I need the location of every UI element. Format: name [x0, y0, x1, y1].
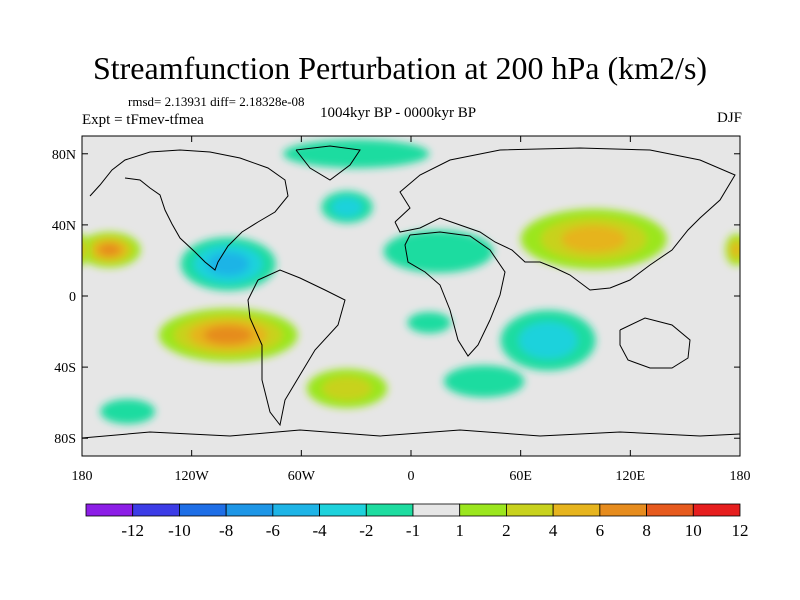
- colorbar-swatch-12: [646, 503, 694, 517]
- colorbar-label-4: -4: [312, 521, 327, 540]
- colorbar-swatch-9: [506, 503, 554, 517]
- colorbar-label-11: 8: [642, 521, 651, 540]
- anomaly-south-pacific-high: [158, 308, 298, 362]
- x-tick-label-4: 60E: [509, 469, 532, 484]
- contour-field: [82, 139, 792, 424]
- colorbar-swatch-4: [272, 503, 320, 517]
- x-tick-label-6: 180: [730, 469, 751, 484]
- contour-band-wrap-west-pacific-east-high-1: [82, 239, 87, 261]
- colorbar-swatch-8: [459, 503, 507, 517]
- contour-band-west-pacific-east-high-2: [731, 242, 740, 257]
- x-tick-label-2: 60W: [288, 469, 316, 484]
- colorbar-legend: -12 -10 -8 -6 -4 -2 -1 1 2 4 6 8 10 12: [85, 503, 749, 540]
- contour-band-south-atlantic-low-0: [407, 312, 452, 334]
- colorbar-swatch-10: [552, 503, 601, 517]
- colorbar-swatch-3: [225, 503, 274, 517]
- anomaly-southern-ocean-low: [443, 365, 525, 398]
- colorbar-label-1: -10: [168, 521, 191, 540]
- experiment-label: Expt = tFmev-tfmea: [82, 112, 204, 128]
- anomaly-arctic-low: [283, 139, 430, 168]
- y-tick-label-0: 80N: [52, 148, 76, 163]
- colorbar-swatch-5: [319, 503, 367, 517]
- colorbar-swatch-11: [599, 503, 647, 517]
- time-period-label: 1004kyr BP - 0000kyr BP: [320, 105, 477, 121]
- y-tick-label-2: 0: [69, 290, 76, 305]
- anomaly-south-atlantic-low: [407, 312, 452, 334]
- colorbar-swatch-6: [365, 503, 414, 517]
- x-tick-label-3: 0: [408, 469, 415, 484]
- anomaly-africa-low: [383, 230, 494, 273]
- rmsd-diff-text: rmsd= 2.13931 diff= 2.18328e-08: [128, 94, 305, 109]
- anomaly-north-atlantic-low: [321, 191, 373, 224]
- colorbar-label-8: 2: [502, 521, 511, 540]
- contour-band-southern-ocean-low-0: [443, 365, 525, 398]
- contour-band-north-pacific-high-3: [98, 243, 121, 256]
- coastline-australia: [619, 317, 691, 369]
- contour-band-arctic-low-0: [283, 139, 430, 168]
- colorbar-label-0: -12: [121, 521, 144, 540]
- y-tick-label-4: 80S: [54, 432, 76, 447]
- colorbar-label-9: 4: [549, 521, 558, 540]
- contour-band-north-atlantic-low-1: [331, 197, 363, 217]
- colorbar-label-2: -8: [219, 521, 233, 540]
- y-tick-label-3: 40S: [54, 361, 76, 376]
- colorbar-label-12: 10: [685, 521, 702, 540]
- anomaly-central-america-low: [180, 237, 276, 291]
- colorbar-swatch-2: [179, 503, 227, 517]
- coastline-south-america: [247, 269, 346, 427]
- season-label: DJF: [716, 110, 742, 126]
- y-axis: 80N 40N 0 40S 80S: [52, 148, 740, 447]
- contour-band-indian-ocean-low-1: [518, 321, 578, 360]
- anomaly-south-pacific-low: [100, 399, 156, 424]
- coastline-greenland: [295, 145, 361, 181]
- colorbar-label-13: 12: [732, 521, 749, 540]
- coastline-africa: [404, 231, 506, 357]
- contour-band-central-america-low-2: [207, 252, 250, 276]
- coastline-north-america: [89, 149, 289, 271]
- x-tick-label-5: 120E: [616, 469, 646, 484]
- colorbar-label-10: 6: [596, 521, 605, 540]
- anomaly-asia-high: [520, 208, 667, 270]
- anomaly-west-pacific-east-high: [82, 233, 740, 266]
- colorbar-label-6: -1: [406, 521, 420, 540]
- contour-band-south-pacific-low-0: [100, 399, 156, 424]
- map-background: [82, 136, 740, 456]
- contour-band-africa-low-0: [383, 230, 494, 273]
- colorbar-swatch-0: [85, 503, 134, 517]
- coastline-eurasia: [394, 147, 736, 291]
- contour-band-wrap-north-pacific-high-1: [743, 236, 792, 264]
- colorbar-swatch-7: [412, 503, 461, 517]
- contour-band-asia-high-2: [561, 225, 627, 253]
- y-tick-label-1: 40N: [52, 219, 76, 234]
- x-axis: 180 120W 60W 0 60E 120E 180: [72, 136, 751, 484]
- contour-band-wrap-north-pacific-high-0: [736, 241, 740, 259]
- anomaly-south-atlantic-high: [306, 368, 388, 409]
- contour-band-wrap-north-pacific-high-3: [757, 244, 779, 256]
- x-tick-label-1: 120W: [175, 469, 210, 484]
- contour-band-south-pacific-high-3: [204, 325, 253, 345]
- contour-band-wrap-north-pacific-high-2: [750, 240, 785, 260]
- chart-title: Streamfunction Perturbation at 200 hPa (…: [92, 50, 708, 86]
- colorbar-label-5: -2: [359, 521, 373, 540]
- anomaly-indian-ocean-low: [500, 310, 596, 371]
- contour-band-south-atlantic-high-1: [322, 376, 372, 401]
- colorbar-label-7: 1: [455, 521, 464, 540]
- colorbar-swatch-1: [132, 503, 180, 517]
- x-tick-label-0: 180: [72, 469, 93, 484]
- colorbar-label-3: -6: [266, 521, 280, 540]
- coastline-antarctica: [82, 429, 740, 439]
- colorbar-swatch-13: [692, 503, 741, 517]
- coastlines: [82, 145, 740, 439]
